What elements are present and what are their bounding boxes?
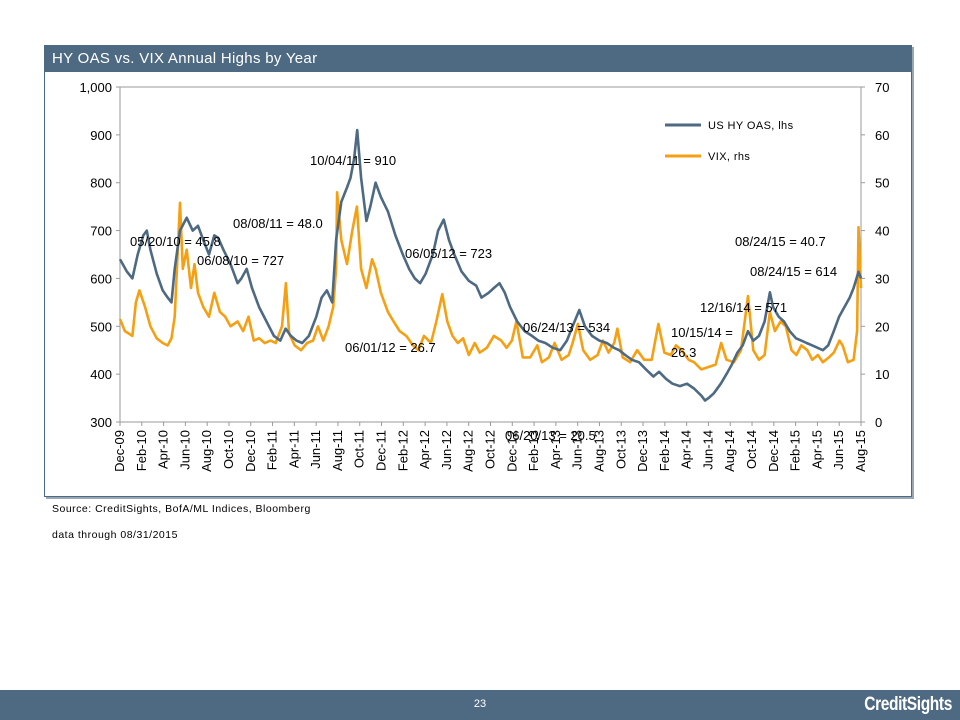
left-axis-label: 600 <box>90 271 112 286</box>
x-axis-label: Apr-10 <box>156 430 171 469</box>
left-axis-label: 400 <box>90 367 112 382</box>
annotation-label: 06/20/13 = 20.5 <box>505 428 596 443</box>
right-axis-label: 10 <box>875 367 889 382</box>
x-axis-label: Jun-13 <box>570 430 585 470</box>
x-axis-label: Feb-14 <box>657 430 672 471</box>
right-axis-label: 0 <box>875 415 882 430</box>
x-axis-label: Apr-15 <box>809 430 824 469</box>
x-axis-label: Jun-15 <box>831 430 846 470</box>
x-axis-label: Apr-13 <box>548 430 563 469</box>
left-axis-label: 700 <box>90 224 112 239</box>
x-axis-label: Oct-13 <box>613 430 628 469</box>
right-axis-label: 70 <box>875 80 889 95</box>
chart-title: HY OAS vs. VIX Annual Highs by Year <box>45 46 911 72</box>
x-axis-label: Apr-12 <box>417 430 432 469</box>
x-axis-label: Aug-12 <box>461 430 476 472</box>
left-axis-label: 800 <box>90 176 112 191</box>
annotation-label: 06/08/10 = 727 <box>197 253 284 268</box>
x-axis-label: Jun-10 <box>177 430 192 470</box>
x-axis-label: Oct-10 <box>221 430 236 469</box>
x-axis-label: Dec-09 <box>112 430 127 472</box>
annotation-label: 08/08/11 = 48.0 <box>233 216 323 231</box>
x-axis-label: Dec-12 <box>504 430 519 472</box>
data-through-note: data through 08/31/2015 <box>52 529 178 541</box>
x-axis-label: Aug-14 <box>722 430 737 472</box>
right-axis-label: 20 <box>875 319 889 334</box>
legend-label: VIX, rhs <box>708 151 750 163</box>
right-axis-label: 50 <box>875 176 889 191</box>
series-line-hy-oas <box>118 128 863 402</box>
chart-svg: 300 400 500 600 700 800 900 1,000 0 10 20 30 40 50 60 7… <box>79 80 889 472</box>
x-axis-label: Feb-11 <box>265 430 280 470</box>
source-note: Source: CreditSights, BofA/ML Indices, B… <box>52 503 311 515</box>
x-axis-label: Aug-13 <box>591 430 606 472</box>
left-axis-label: 900 <box>90 128 112 143</box>
chart-panel: HY OAS vs. VIX Annual Highs by Year 300 4… <box>44 45 912 497</box>
x-axis-label: Feb-13 <box>526 430 541 471</box>
left-axis-label: 500 <box>90 319 112 334</box>
annotation-label: 06/01/12 = 26.7 <box>345 340 436 355</box>
brand-logo: CreditSights <box>864 694 952 715</box>
right-axis-label: 30 <box>875 271 889 286</box>
x-axis-label: Aug-11 <box>330 430 345 471</box>
series-line-vix <box>118 191 863 371</box>
x-axis-label: Aug-15 <box>853 430 868 472</box>
x-axis-label: Oct-11 <box>352 430 367 468</box>
annotation-label: 08/24/15 = 614 <box>750 264 837 279</box>
left-axis-label: 300 <box>90 415 112 430</box>
x-axis-label: Feb-12 <box>395 430 410 471</box>
annotation-label: 12/16/14 = 571 <box>700 300 787 315</box>
right-axis-label: 40 <box>875 224 889 239</box>
x-axis-label: Dec-10 <box>243 430 258 472</box>
annotation-label: 05/20/10 = 45.8 <box>130 234 221 249</box>
x-axis-label: Dec-13 <box>635 430 650 472</box>
left-axis-label: 1,000 <box>79 80 112 95</box>
x-axis-label: Jun-11 <box>308 430 323 469</box>
annotation-label: 06/05/12 = 723 <box>405 246 492 261</box>
footer-bar: 23 CreditSights <box>0 690 960 720</box>
x-axis-label: Jun-12 <box>439 430 454 470</box>
legend-label: US HY OAS, lhs <box>708 120 794 132</box>
right-axis-label: 60 <box>875 128 889 143</box>
x-axis-label: Apr-14 <box>679 430 694 469</box>
x-axis-label: Feb-15 <box>788 430 803 471</box>
x-axis-label: Feb-10 <box>134 430 149 471</box>
x-axis-label: Apr-11 <box>286 430 301 468</box>
x-axis-label: Oct-14 <box>744 430 759 469</box>
x-axis-label: Aug-10 <box>199 430 214 472</box>
annotation-label: 10/15/14 = <box>671 325 733 340</box>
annotation-label: 06/24/13 = 534 <box>523 320 610 335</box>
x-axis-label: Dec-14 <box>766 430 781 472</box>
x-axis-label: Dec-11 <box>374 430 389 471</box>
annotation-label: 08/24/15 = 40.7 <box>735 234 826 249</box>
x-axis-label: Oct-12 <box>483 430 498 469</box>
annotation-label: 26.3 <box>671 345 696 360</box>
page-number: 23 <box>473 698 487 710</box>
annotation-label: 10/04/11 = 910 <box>310 153 396 168</box>
x-axis-label: Jun-14 <box>700 430 715 470</box>
